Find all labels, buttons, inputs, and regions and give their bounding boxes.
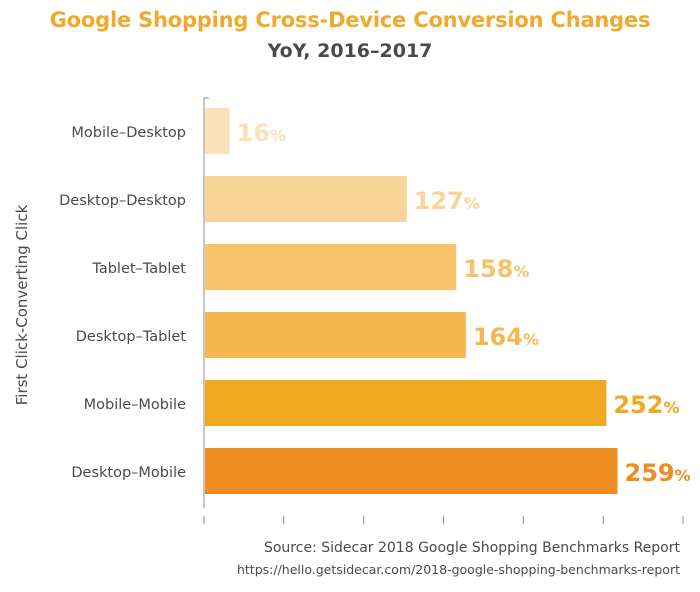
bar [205, 108, 230, 154]
data-label: 158% [463, 255, 529, 283]
bar [205, 244, 457, 290]
category-label: Mobile–Desktop [71, 125, 186, 141]
bar [205, 176, 407, 222]
bar [205, 448, 618, 494]
category-label: Tablet–Tablet [91, 261, 186, 277]
data-label: 16% [237, 119, 286, 147]
category-label: Desktop–Desktop [59, 193, 186, 209]
source-note: Source: Sidecar 2018 Google Shopping Ben… [263, 540, 680, 556]
data-label: 164% [473, 323, 539, 351]
category-label: Mobile–Mobile [84, 397, 186, 413]
category-label: Desktop–Mobile [71, 465, 186, 481]
data-label: 252% [613, 391, 679, 419]
data-label: 259% [625, 459, 691, 487]
data-label: 127% [414, 187, 480, 215]
bar [205, 380, 607, 426]
chart-title: Google Shopping Cross-Device Conversion … [49, 8, 651, 32]
bar [205, 312, 466, 358]
category-label: Desktop–Tablet [76, 329, 187, 345]
source-url: https://hello.getsidecar.com/2018-google… [236, 562, 680, 577]
chart-subtitle: YoY, 2016–2017 [267, 40, 433, 62]
